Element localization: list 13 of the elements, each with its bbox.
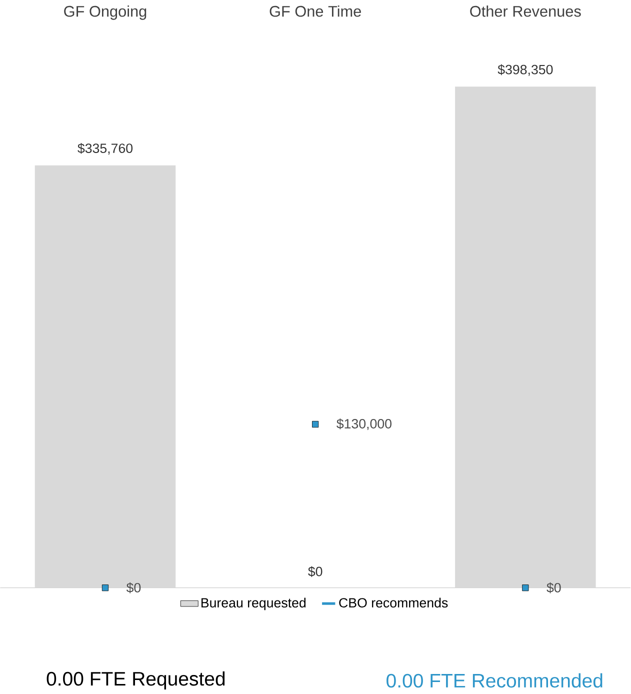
data-label: $0 — [126, 582, 141, 594]
data-label: $398,350 — [498, 64, 553, 76]
text: 0.00 FTE Recommended — [386, 673, 602, 688]
x-tick-label: Other Revenues — [470, 6, 582, 17]
data-label: $0 — [308, 566, 322, 577]
text: 0.00 FTE Requested — [46, 671, 225, 690]
x-tick-label: GF One Time — [270, 6, 362, 17]
x-tick-label: GF Ongoing — [64, 6, 146, 20]
data-label: $335,760 — [78, 143, 133, 155]
legend-label: CBO recommends — [339, 598, 448, 608]
data-label: $130,000 — [336, 418, 392, 430]
data-label: $0 — [546, 582, 561, 594]
legend-label: Bureau requested — [202, 598, 306, 610]
